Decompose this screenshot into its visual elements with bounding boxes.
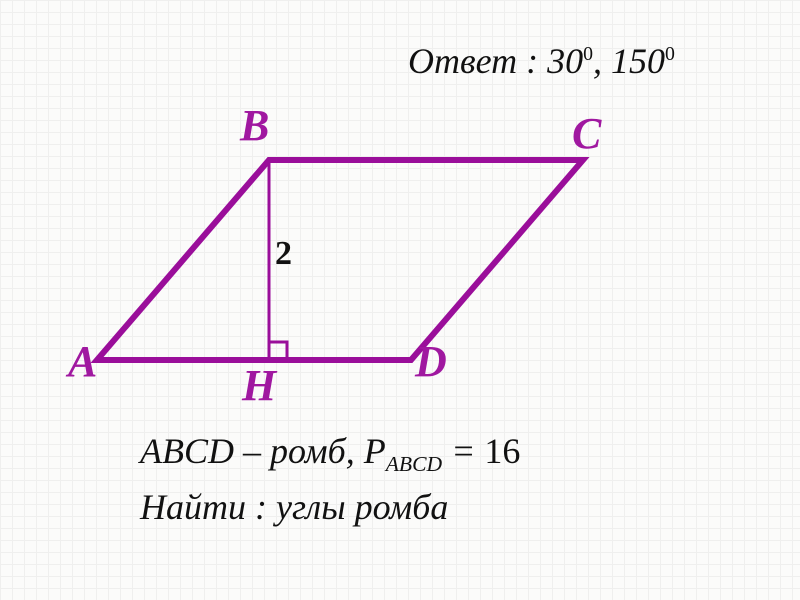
dash: – <box>234 431 270 471</box>
perimeter-P: P <box>364 431 386 471</box>
equals: = <box>442 431 484 471</box>
vertex-H: H <box>242 360 276 411</box>
comma: , <box>346 431 364 471</box>
answer-deg-1: 0 <box>583 43 593 65</box>
perimeter-value: 16 <box>484 431 520 471</box>
answer-colon: : <box>517 41 547 81</box>
vertex-A: A <box>68 336 97 387</box>
answer-line: Ответ : 300, 1500 <box>408 40 675 82</box>
rhombus-shape <box>97 160 583 360</box>
vertex-B: B <box>240 100 269 151</box>
answer-prefix: Ответ <box>408 41 517 81</box>
diagram-canvas: Ответ : 300, 1500 A B C D H 2 ABCD – ром… <box>0 0 800 600</box>
vertex-C: C <box>572 108 601 159</box>
perimeter-sub: ABCD <box>386 452 442 476</box>
height-value-label: 2 <box>275 235 292 273</box>
answer-sep: , <box>593 41 611 81</box>
find-word: Найти <box>140 487 246 527</box>
find-line: Найти : углы ромба <box>140 486 448 528</box>
answer-val-1: 30 <box>547 41 583 81</box>
answer-deg-2: 0 <box>665 43 675 65</box>
shape-name: ABCD <box>140 431 234 471</box>
vertex-D: D <box>415 336 447 387</box>
answer-val-2: 150 <box>611 41 665 81</box>
find-what: углы ромба <box>276 487 448 527</box>
find-colon: : <box>246 487 276 527</box>
word-romb: ромб <box>270 431 346 471</box>
given-line-1: ABCD – ромб, PABCD = 16 <box>140 430 520 477</box>
